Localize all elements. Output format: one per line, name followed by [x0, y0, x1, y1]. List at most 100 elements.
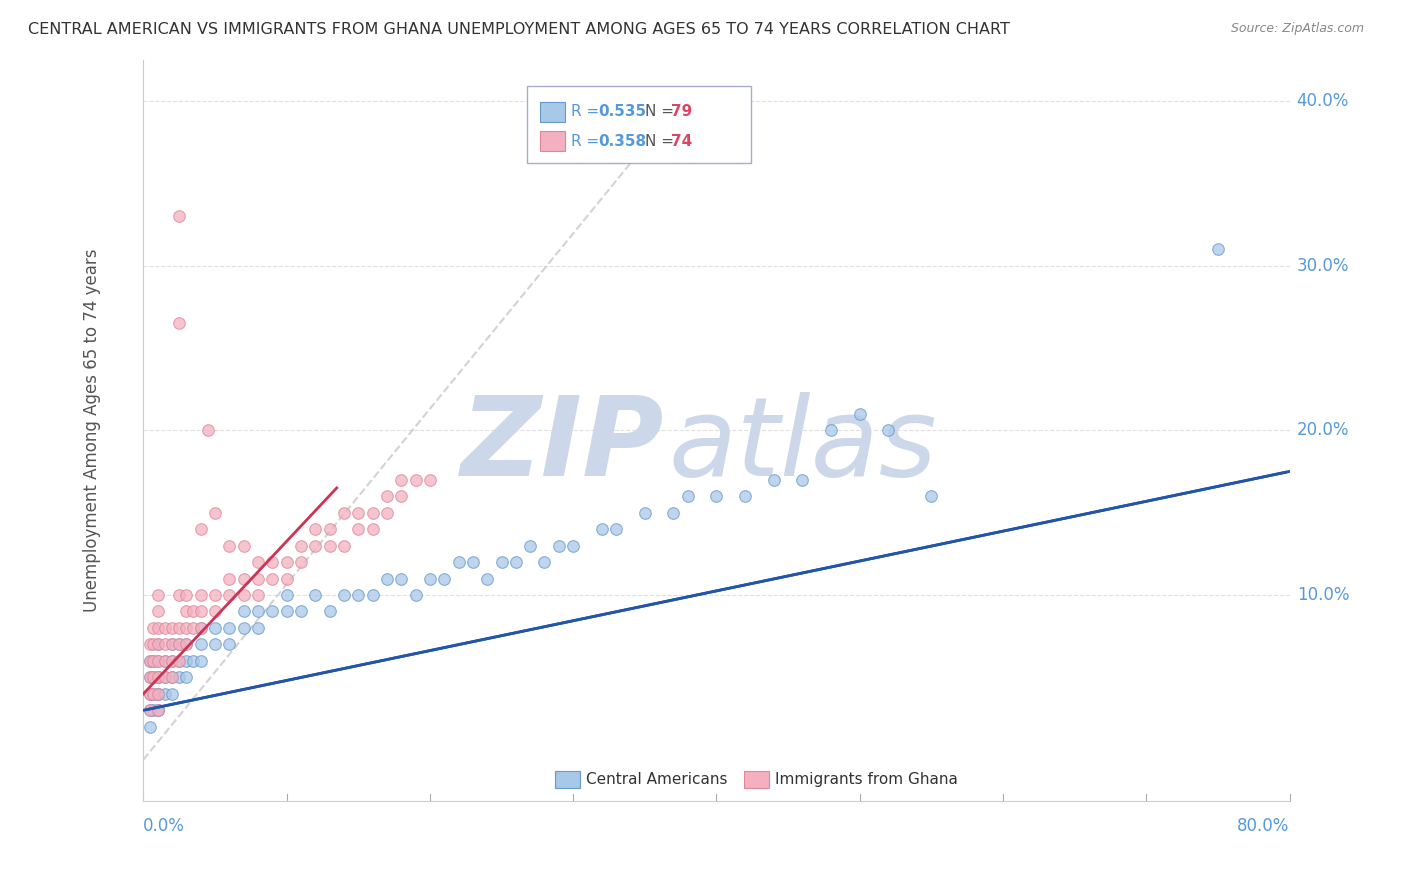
Point: [232, 588, 254, 602]
Point: [505, 555, 527, 569]
Point: [146, 588, 169, 602]
Text: Central Americans: Central Americans: [586, 772, 727, 787]
Point: [389, 473, 412, 487]
Point: [361, 522, 384, 536]
Point: [146, 654, 169, 668]
Text: N =: N =: [645, 134, 679, 149]
Point: [160, 670, 183, 684]
Point: [232, 539, 254, 553]
Point: [183, 654, 205, 668]
Point: [477, 572, 499, 586]
Point: [290, 605, 312, 619]
Point: [218, 539, 240, 553]
Point: [1206, 242, 1229, 256]
Point: [139, 703, 162, 717]
Point: [547, 539, 569, 553]
Point: [605, 522, 627, 536]
Point: [160, 621, 183, 635]
Text: 80.0%: 80.0%: [1237, 816, 1289, 835]
Point: [139, 703, 162, 717]
Text: 20.0%: 20.0%: [1296, 421, 1350, 439]
Point: [167, 654, 190, 668]
Text: 0.535: 0.535: [599, 104, 647, 119]
Text: Immigrants from Ghana: Immigrants from Ghana: [775, 772, 957, 787]
Text: ZIP: ZIP: [461, 392, 665, 499]
Point: [262, 605, 284, 619]
Point: [142, 687, 165, 701]
Point: [218, 572, 240, 586]
Point: [183, 605, 205, 619]
Point: [218, 621, 240, 635]
Text: Source: ZipAtlas.com: Source: ZipAtlas.com: [1230, 22, 1364, 36]
Point: [160, 637, 183, 651]
Point: [146, 670, 169, 684]
Text: 74: 74: [671, 134, 692, 149]
Text: 79: 79: [671, 104, 692, 119]
Point: [176, 588, 198, 602]
Point: [246, 605, 269, 619]
Point: [146, 670, 169, 684]
Text: CENTRAL AMERICAN VS IMMIGRANTS FROM GHANA UNEMPLOYMENT AMONG AGES 65 TO 74 YEARS: CENTRAL AMERICAN VS IMMIGRANTS FROM GHAN…: [28, 22, 1010, 37]
Text: Unemployment Among Ages 65 to 74 years: Unemployment Among Ages 65 to 74 years: [83, 249, 101, 612]
Point: [190, 522, 212, 536]
Point: [142, 654, 165, 668]
Point: [246, 588, 269, 602]
Point: [142, 687, 165, 701]
Point: [142, 654, 165, 668]
Point: [190, 621, 212, 635]
Point: [160, 687, 183, 701]
Point: [419, 572, 441, 586]
Point: [142, 637, 165, 651]
Point: [290, 539, 312, 553]
Point: [139, 670, 162, 684]
Point: [153, 687, 176, 701]
Point: [389, 572, 412, 586]
Point: [190, 605, 212, 619]
Point: [676, 489, 699, 503]
Point: [190, 621, 212, 635]
Point: [160, 654, 183, 668]
Point: [920, 489, 942, 503]
Text: N =: N =: [645, 104, 679, 119]
Point: [176, 637, 198, 651]
Point: [146, 637, 169, 651]
Point: [533, 555, 555, 569]
Point: [491, 555, 513, 569]
FancyBboxPatch shape: [555, 771, 581, 789]
Point: [153, 670, 176, 684]
Point: [290, 555, 312, 569]
Point: [139, 654, 162, 668]
Point: [142, 670, 165, 684]
Point: [262, 555, 284, 569]
Point: [139, 687, 162, 701]
Point: [160, 670, 183, 684]
Point: [146, 687, 169, 701]
Point: [375, 489, 398, 503]
Point: [160, 637, 183, 651]
Text: R =: R =: [571, 134, 605, 149]
Point: [762, 473, 785, 487]
Point: [153, 654, 176, 668]
Point: [792, 473, 814, 487]
Point: [176, 621, 198, 635]
Point: [146, 703, 169, 717]
Text: 40.0%: 40.0%: [1296, 92, 1348, 110]
Point: [246, 572, 269, 586]
Point: [146, 670, 169, 684]
Point: [318, 522, 340, 536]
Point: [734, 489, 756, 503]
Point: [142, 670, 165, 684]
Point: [304, 588, 326, 602]
Point: [167, 209, 190, 223]
FancyBboxPatch shape: [527, 86, 751, 163]
Point: [153, 670, 176, 684]
Point: [304, 539, 326, 553]
Point: [176, 654, 198, 668]
Point: [139, 637, 162, 651]
Point: [562, 539, 585, 553]
Point: [706, 489, 728, 503]
Point: [276, 605, 298, 619]
Point: [461, 555, 484, 569]
Point: [146, 687, 169, 701]
Point: [167, 621, 190, 635]
